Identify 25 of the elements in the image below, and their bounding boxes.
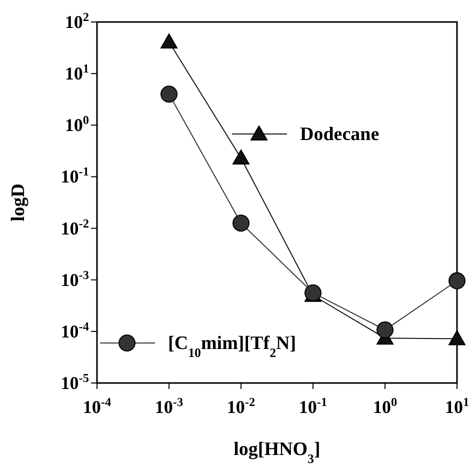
point xyxy=(376,321,394,338)
legend-label: [C$_{10}$mim][Tf$_{2}$N] xyxy=(168,333,296,360)
point xyxy=(160,86,178,103)
legend-label: Dodecane xyxy=(300,124,380,145)
y-tick-label: 10$^{0}$ xyxy=(64,113,89,136)
y-axis-title: logD xyxy=(8,184,29,222)
point xyxy=(448,330,466,346)
point xyxy=(448,272,466,290)
x-tick-label: 10$^{-2}$ xyxy=(226,395,256,417)
x-tick-label: 10$^{-1}$ xyxy=(298,395,328,417)
y-tick-label: 10$^{-1}$ xyxy=(60,164,89,187)
x-tick-label: 10$^{0}$ xyxy=(372,395,398,417)
y-tick-label: 10$^{-3}$ xyxy=(60,268,89,290)
x-axis-title: log[HNO$_{3}$] xyxy=(234,439,320,466)
y-tick-label: 10$^{-5}$ xyxy=(60,371,89,393)
x-tick-label: 10$^{-3}$ xyxy=(154,395,184,417)
point xyxy=(232,150,250,165)
y-tick-label: 10$^{-4}$ xyxy=(60,319,89,342)
point xyxy=(232,214,250,232)
y-tick-label: 10$^{2}$ xyxy=(64,10,89,32)
x-tick-label: 10$^{1}$ xyxy=(444,395,470,417)
x-tick-label: 10$^{-4}$ xyxy=(82,395,112,417)
y-tick-label: 10$^{-2}$ xyxy=(60,216,89,238)
y-tick-label: 10$^{1}$ xyxy=(64,62,89,84)
point xyxy=(160,33,178,48)
